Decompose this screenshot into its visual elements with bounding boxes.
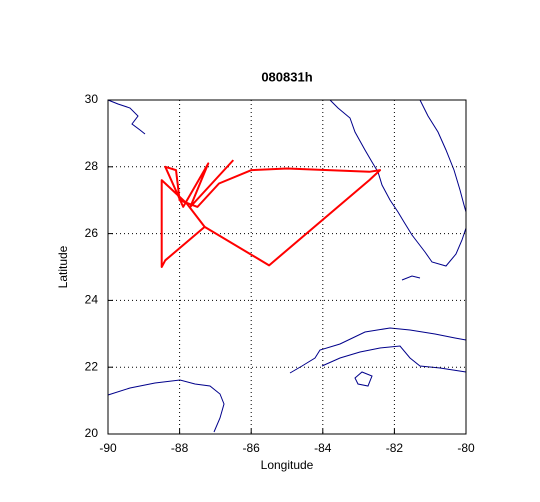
y-tick-label: 22 (85, 359, 99, 373)
coastline (329, 99, 467, 267)
y-tick-label: 24 (85, 293, 99, 307)
chart-title: 080831h (261, 69, 312, 84)
x-tick-label: -82 (386, 441, 404, 455)
flight-track (160, 159, 382, 268)
coastline (419, 99, 467, 213)
y-tick-label: 28 (85, 159, 99, 173)
y-axis-label: Latitude (56, 245, 70, 288)
y-tick-label: 30 (85, 92, 99, 106)
y-tick-label: 20 (85, 426, 99, 440)
coastlines (107, 99, 467, 433)
plot-frame (107, 99, 467, 435)
x-tick-label: -90 (99, 441, 117, 455)
x-tick-label: -88 (171, 441, 189, 455)
x-tick-label: -80 (457, 441, 475, 455)
x-tick-label: -86 (243, 441, 261, 455)
coastline (107, 99, 146, 135)
coastline (107, 379, 225, 433)
coastline (321, 345, 467, 373)
coastline (401, 275, 421, 281)
x-tick-label: -84 (314, 441, 332, 455)
coastline (289, 327, 467, 374)
coastline (354, 371, 373, 387)
y-tick-label: 26 (85, 226, 99, 240)
x-axis-label: Longitude (261, 458, 314, 472)
